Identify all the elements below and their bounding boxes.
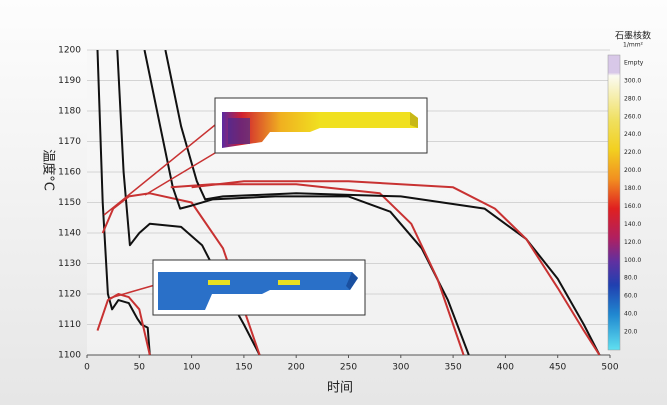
- colorbar-label: 200.0: [624, 167, 641, 174]
- inset-hot: [215, 98, 427, 153]
- colorbar-label: 40.0: [624, 311, 638, 318]
- x-tick-label: 350: [445, 363, 462, 373]
- colorbar-label: 220.0: [624, 149, 641, 156]
- colorbar-label: 160.0: [624, 203, 641, 210]
- x-tick-label: 450: [549, 363, 566, 373]
- y-tick-label: 1140: [58, 229, 81, 239]
- x-tick-label: 400: [497, 363, 514, 373]
- colorbar-label: 80.0: [624, 275, 638, 282]
- colorbar-label: 260.0: [624, 113, 641, 120]
- y-tick-label: 1190: [58, 76, 81, 86]
- y-axis-label: 温度°C: [41, 149, 57, 191]
- y-tick-label: 1180: [58, 107, 81, 117]
- inset-cold: [153, 260, 365, 315]
- y-tick-label: 1170: [58, 137, 81, 147]
- colorbar-title: 石墨核数: [615, 30, 651, 42]
- colorbar-unit: 1/mm²: [623, 42, 644, 49]
- colorbar-label: 120.0: [624, 239, 641, 246]
- colorbar-label: 240.0: [624, 131, 641, 138]
- colorbar-label: 140.0: [624, 221, 641, 228]
- x-tick-label: 50: [134, 363, 146, 373]
- x-tick-label: 250: [340, 363, 357, 373]
- colorbar-label: 280.0: [624, 95, 641, 102]
- y-tick-label: 1150: [58, 198, 81, 208]
- y-tick-label: 1200: [58, 46, 81, 56]
- x-axis-label: 时间: [327, 381, 353, 396]
- colorbar-label: 20.0: [624, 329, 638, 336]
- y-tick-label: 1100: [58, 351, 81, 361]
- x-tick-label: 200: [288, 363, 305, 373]
- y-tick-label: 1110: [58, 320, 81, 330]
- colorbar-label: 100.0: [624, 257, 641, 264]
- y-tick-label: 1120: [58, 290, 81, 300]
- colorbar-label: 300.0: [624, 77, 641, 84]
- y-tick-label: 1160: [58, 168, 81, 178]
- colorbar-label: 180.0: [624, 185, 641, 192]
- x-tick-label: 500: [601, 363, 618, 373]
- colorbar-label: 60.0: [624, 293, 638, 300]
- y-tick-label: 1130: [58, 259, 81, 269]
- x-tick-label: 300: [392, 363, 409, 373]
- chart: 温度°C 时间 1100 1110 1120 1130 1140 1150 1160 1170…: [0, 0, 667, 405]
- x-tick-label: 150: [235, 363, 252, 373]
- x-tick-label: 100: [183, 363, 200, 373]
- x-tick-label: 0: [84, 363, 90, 373]
- colorbar-label: Empty: [624, 60, 644, 67]
